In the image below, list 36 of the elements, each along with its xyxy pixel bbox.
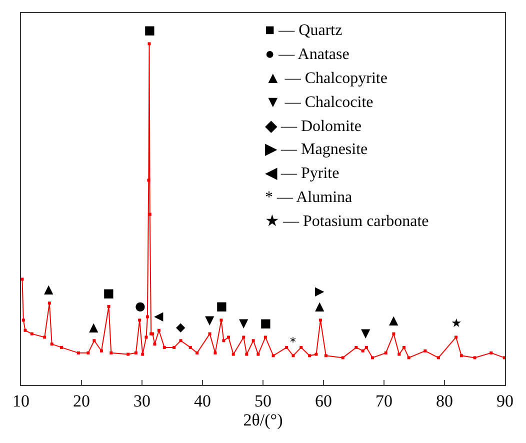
annotation: ■	[103, 286, 114, 300]
annotation: ▼	[205, 313, 215, 327]
x-tick-label: 70	[376, 392, 392, 410]
annotation: ▼	[239, 316, 249, 330]
text: ■ — Quartz	[265, 22, 342, 39]
annotation: ◀	[154, 309, 164, 323]
x-axis-title: 2θ/(°)	[243, 410, 283, 430]
annotation: ▲	[44, 282, 54, 296]
annotation: ◆	[176, 320, 186, 334]
annotation: ▶ — Magnesite	[265, 141, 368, 158]
annotation: ★ — Potasium carbonate	[265, 213, 429, 230]
x-tick-label: 60	[315, 392, 332, 410]
annotation: ▲	[89, 320, 99, 334]
annotation: ■	[144, 23, 156, 37]
annotation: ●	[135, 299, 146, 313]
annotation: ▲ — Chalcopyrite	[265, 70, 388, 87]
annotation: * — Alumina	[265, 189, 352, 206]
annotation: ■	[260, 316, 272, 330]
x-tick-label: 10	[12, 392, 30, 410]
annotation: ◆ — Dolomite	[265, 118, 362, 135]
x-tick-label: 40	[194, 392, 211, 410]
x-tick-label: 20	[73, 392, 90, 410]
annotation: ▶	[315, 284, 325, 298]
annotation: ★	[451, 316, 462, 330]
x-tick-label: 80	[436, 392, 453, 410]
annotation: ▼	[361, 326, 371, 340]
x-tick-label: 30	[134, 392, 150, 410]
annotation: ▲	[389, 313, 399, 327]
x-tick-label: 90	[496, 392, 514, 410]
annotation: ◀ — Pyrite	[265, 165, 340, 182]
annotation: *	[290, 335, 296, 349]
annotation: ● — Anatase	[265, 46, 350, 63]
annotation: ▲	[315, 299, 325, 313]
x-tick-label: 50	[254, 392, 272, 410]
annotation: ▼ — Chalcocite	[265, 94, 374, 111]
annotation: ■	[216, 299, 228, 313]
